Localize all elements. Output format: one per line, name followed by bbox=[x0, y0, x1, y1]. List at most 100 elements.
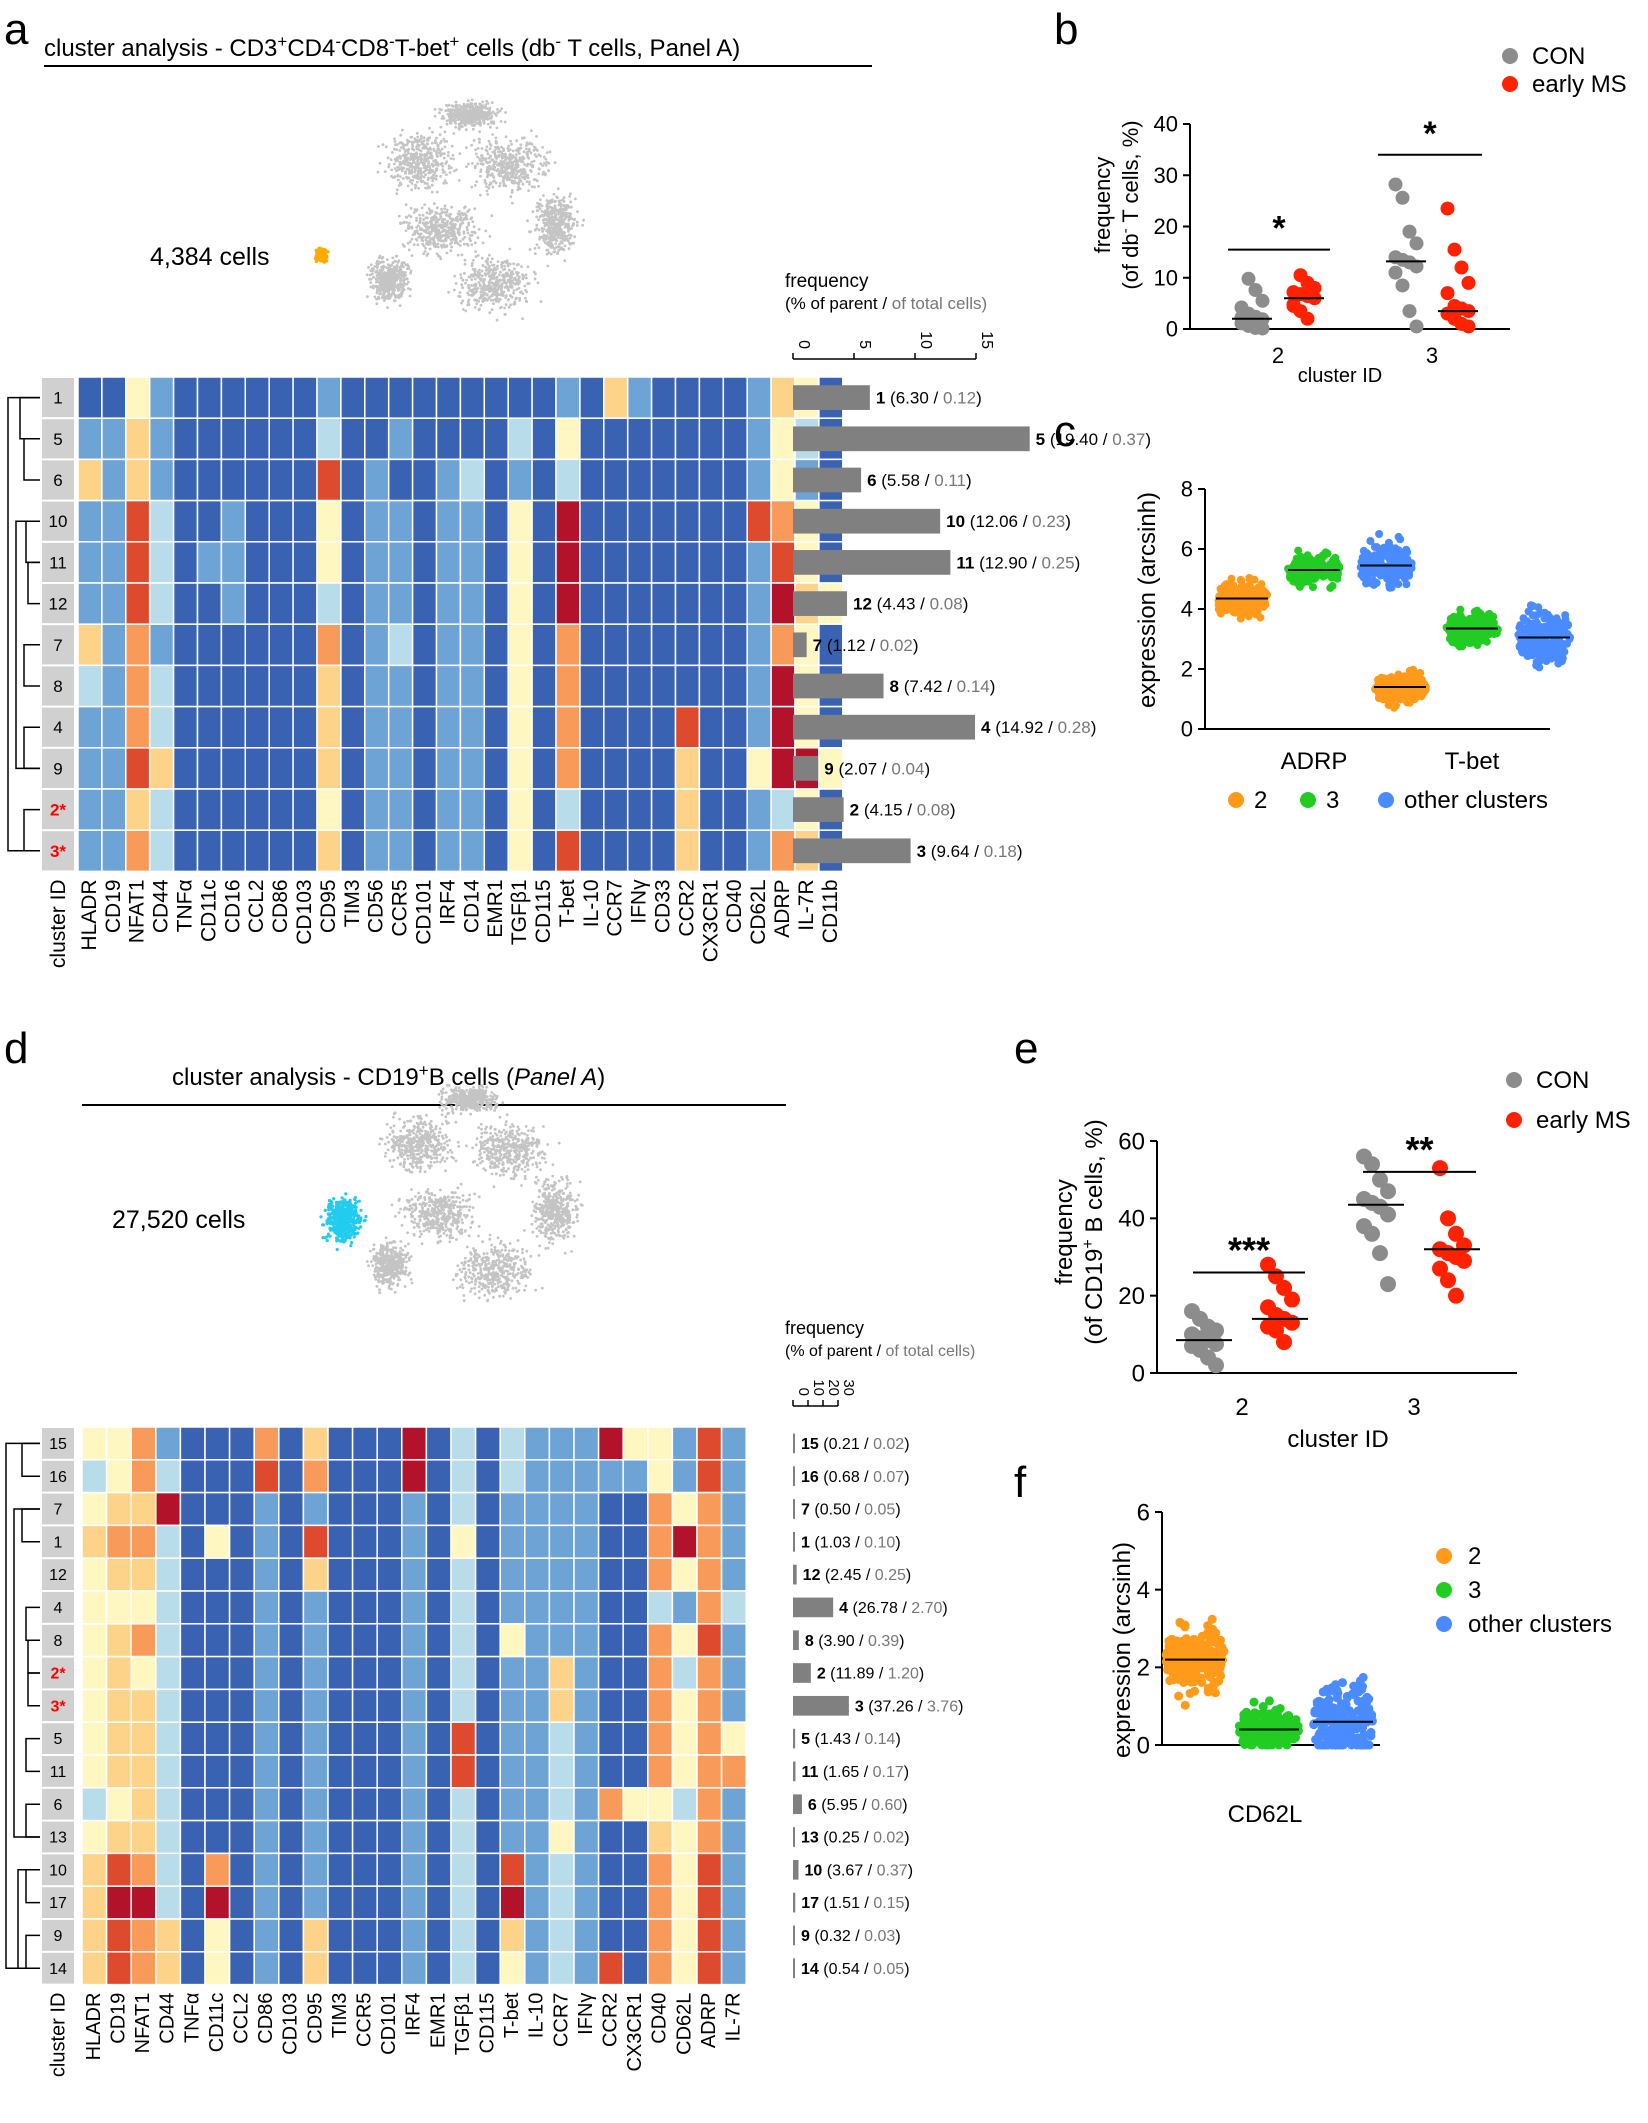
tsne-point bbox=[403, 161, 407, 164]
tsne-point bbox=[474, 250, 477, 254]
tsne-point bbox=[486, 173, 490, 177]
tsne-point bbox=[562, 214, 566, 218]
tsne-point bbox=[487, 139, 491, 143]
tsne-point bbox=[498, 109, 502, 113]
data-point bbox=[1539, 610, 1548, 619]
heatmap-cell bbox=[770, 623, 796, 667]
cluster-id-label: 12 bbox=[49, 595, 68, 614]
tsne-point bbox=[385, 294, 389, 298]
tsne-point bbox=[465, 146, 468, 150]
tsne-point bbox=[387, 290, 390, 294]
tsne-point bbox=[489, 260, 493, 264]
tsne-point bbox=[443, 207, 447, 211]
heatmap-cell bbox=[698, 376, 725, 419]
tsne-point bbox=[469, 120, 473, 124]
tsne-point bbox=[539, 162, 543, 166]
tsne-point bbox=[553, 247, 556, 251]
heatmap-cell bbox=[172, 541, 199, 584]
tsne-point bbox=[409, 1119, 413, 1123]
tsne-point bbox=[531, 163, 535, 167]
tsne-point bbox=[398, 141, 402, 145]
heatmap-cell bbox=[603, 788, 629, 831]
tsne-point bbox=[555, 208, 559, 212]
tsne-point bbox=[496, 288, 500, 291]
heatmap-cell bbox=[531, 747, 557, 790]
tsne-point bbox=[462, 218, 466, 222]
heatmap-cell bbox=[125, 417, 151, 461]
tsne-point bbox=[389, 158, 393, 162]
panel-d-letter: d bbox=[4, 1024, 28, 1073]
tsne-point bbox=[544, 157, 548, 161]
heatmap-cell bbox=[674, 582, 701, 625]
heatmap-cell bbox=[770, 376, 796, 419]
tsne-point bbox=[456, 1140, 460, 1144]
data-point bbox=[1564, 620, 1572, 629]
heatmap-cell bbox=[77, 499, 103, 543]
tsne-point bbox=[440, 147, 444, 151]
tsne-point bbox=[488, 106, 492, 110]
tsne-point bbox=[482, 286, 485, 290]
tsne-point bbox=[521, 168, 524, 172]
tsne-point bbox=[526, 265, 530, 269]
tsne-point bbox=[543, 241, 547, 244]
tsne-point bbox=[392, 278, 395, 282]
tsne-point bbox=[478, 141, 481, 144]
heatmap-cell bbox=[483, 623, 509, 667]
data-point bbox=[1385, 541, 1394, 550]
heatmap-cell bbox=[172, 829, 199, 873]
tsne-point bbox=[467, 99, 470, 103]
tsne-point bbox=[420, 1117, 423, 1121]
heatmap-cell bbox=[77, 788, 103, 831]
tsne-point bbox=[491, 158, 495, 162]
heatmap-cell bbox=[148, 623, 175, 667]
panel-b: b frequency (of db- T cells, %) 01020304… bbox=[1054, 5, 1627, 387]
tsne-point bbox=[463, 272, 466, 275]
heatmap-cell bbox=[364, 623, 390, 667]
tsne-point bbox=[484, 106, 487, 110]
heatmap-cell bbox=[746, 623, 772, 667]
tsne-point bbox=[449, 249, 453, 253]
tsne-point bbox=[503, 264, 506, 268]
tsne-point bbox=[434, 245, 438, 249]
tsne-point bbox=[569, 200, 573, 204]
tsne-point bbox=[386, 1148, 390, 1152]
tsne-point bbox=[504, 184, 508, 188]
heatmap-cell bbox=[387, 582, 414, 625]
frequency-label: 7 (1.12 / 0.02) bbox=[813, 636, 919, 655]
tsne-point bbox=[508, 247, 512, 251]
tsne-point bbox=[502, 152, 506, 156]
heatmap-cell bbox=[746, 788, 772, 831]
tsne-point bbox=[424, 153, 428, 157]
heatmap-cell bbox=[316, 705, 342, 749]
tsne-point bbox=[488, 109, 491, 113]
frequency-subtitle: (% of parent / of total cells) bbox=[785, 294, 987, 313]
tsne-point bbox=[519, 159, 523, 163]
tsne-point bbox=[418, 217, 422, 220]
tsne-point bbox=[545, 252, 549, 256]
data-point bbox=[1456, 610, 1465, 619]
heatmap-cell bbox=[364, 541, 390, 584]
data-point bbox=[1392, 557, 1401, 566]
tsne-point bbox=[384, 145, 388, 149]
tsne-point bbox=[524, 296, 527, 300]
heatmap-cell bbox=[483, 582, 509, 625]
tsne-point bbox=[476, 162, 480, 166]
tsne-point bbox=[499, 270, 502, 274]
tsne-point bbox=[414, 152, 418, 156]
marker-label: TNFα bbox=[174, 879, 197, 932]
heatmap-cell bbox=[770, 499, 796, 543]
tsne-point bbox=[456, 253, 460, 257]
heatmap-cell bbox=[387, 829, 414, 873]
tsne-point bbox=[427, 1164, 430, 1167]
tsne-point bbox=[515, 153, 518, 157]
tsne-point bbox=[567, 205, 570, 209]
tsne-point bbox=[490, 172, 494, 176]
heatmap-cell bbox=[125, 582, 151, 625]
tsne-point bbox=[450, 110, 454, 114]
tsne-point bbox=[457, 232, 461, 235]
tsne-point bbox=[556, 251, 559, 255]
heatmap-cell bbox=[435, 664, 462, 708]
tsne-point bbox=[551, 229, 555, 233]
tsne-point bbox=[451, 104, 455, 108]
